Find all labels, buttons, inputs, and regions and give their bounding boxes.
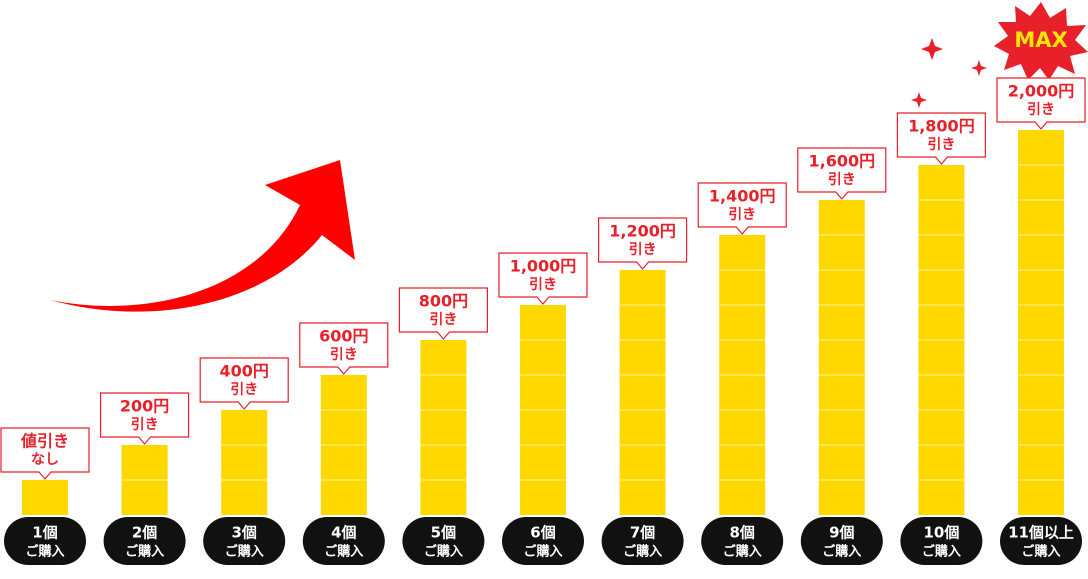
value-label: 200円 — [120, 397, 169, 416]
x-tick-suffix: ご購入 — [1021, 544, 1060, 560]
value-label: 1,200円 — [609, 222, 676, 241]
category-pill — [701, 517, 784, 565]
x-tick-label: 2個 — [132, 524, 157, 542]
category-pill — [402, 517, 485, 565]
value-label: 値引き — [20, 432, 69, 451]
label-box — [100, 392, 190, 445]
category-pill — [203, 517, 286, 565]
max-label: MAX — [1014, 28, 1067, 52]
category-pill — [302, 517, 385, 565]
label-box — [797, 147, 887, 200]
bar — [818, 200, 865, 515]
x-tick-label: 8個 — [729, 524, 754, 542]
label-box — [199, 357, 289, 410]
value-label: 400円 — [219, 362, 268, 381]
label-box — [697, 182, 787, 235]
label-box — [0, 427, 90, 480]
value-label: 1,400円 — [709, 187, 776, 206]
label-box — [896, 112, 986, 165]
label-box — [398, 287, 488, 340]
label-box — [299, 322, 389, 375]
x-tick-label: 1個 — [32, 524, 57, 542]
category-pill — [103, 517, 186, 565]
value-label: 2,000円 — [1008, 82, 1075, 101]
x-tick-label: 10個 — [923, 524, 959, 542]
value-label: 引き — [330, 347, 358, 363]
bar — [221, 410, 268, 515]
category-pill — [601, 517, 684, 565]
value-label: 引き — [728, 207, 756, 223]
value-label: 引き — [629, 242, 657, 258]
label-box — [996, 77, 1086, 130]
x-tick-label: 7個 — [630, 524, 655, 542]
x-tick-suffix: ご購入 — [922, 544, 961, 560]
x-tick-suffix: ご購入 — [523, 544, 562, 560]
x-tick-label: 9個 — [829, 524, 854, 542]
max-burst — [994, 2, 1088, 80]
value-label: なし — [31, 452, 59, 468]
value-label: 引き — [529, 277, 557, 293]
x-tick-suffix: ご購入 — [822, 544, 861, 560]
x-tick-suffix: ご購入 — [623, 544, 662, 560]
bar — [22, 480, 68, 515]
category-pill — [502, 517, 584, 565]
x-tick-suffix: ご購入 — [125, 544, 164, 560]
x-tick-suffix: ご購入 — [225, 544, 264, 560]
value-label: 引き — [927, 137, 955, 153]
value-label: 引き — [429, 312, 457, 328]
x-tick-label: 4個 — [331, 524, 356, 542]
bar — [420, 340, 467, 515]
bar — [1018, 130, 1064, 515]
x-tick-suffix: ご購入 — [324, 544, 363, 560]
label-box — [498, 252, 588, 305]
value-label: 引き — [828, 172, 856, 188]
sparkles — [911, 38, 987, 108]
value-label: 1,600円 — [808, 152, 875, 171]
category-pill — [4, 517, 86, 565]
value-label: 1,800円 — [908, 117, 975, 136]
x-tick-label: 5個 — [431, 524, 456, 542]
category-pill — [1000, 517, 1082, 565]
value-label: 800円 — [419, 292, 468, 311]
x-tick-label: 3個 — [231, 524, 256, 542]
value-label: 1,000円 — [510, 257, 577, 276]
x-tick-suffix: ご購入 — [25, 544, 64, 560]
category-pill — [800, 517, 883, 565]
x-tick-suffix: ご購入 — [424, 544, 463, 560]
rising-arrow — [50, 160, 355, 312]
value-label: 600円 — [319, 327, 368, 346]
category-pill — [900, 517, 983, 565]
label-box — [598, 217, 688, 270]
value-label: 引き — [131, 417, 159, 433]
bar — [619, 270, 666, 515]
value-label: 引き — [1027, 102, 1055, 118]
x-tick-label: 6個 — [530, 524, 555, 542]
x-tick-label: 11個以上 — [1008, 524, 1074, 542]
value-label: 引き — [230, 382, 258, 398]
x-tick-suffix: ご購入 — [723, 544, 762, 560]
